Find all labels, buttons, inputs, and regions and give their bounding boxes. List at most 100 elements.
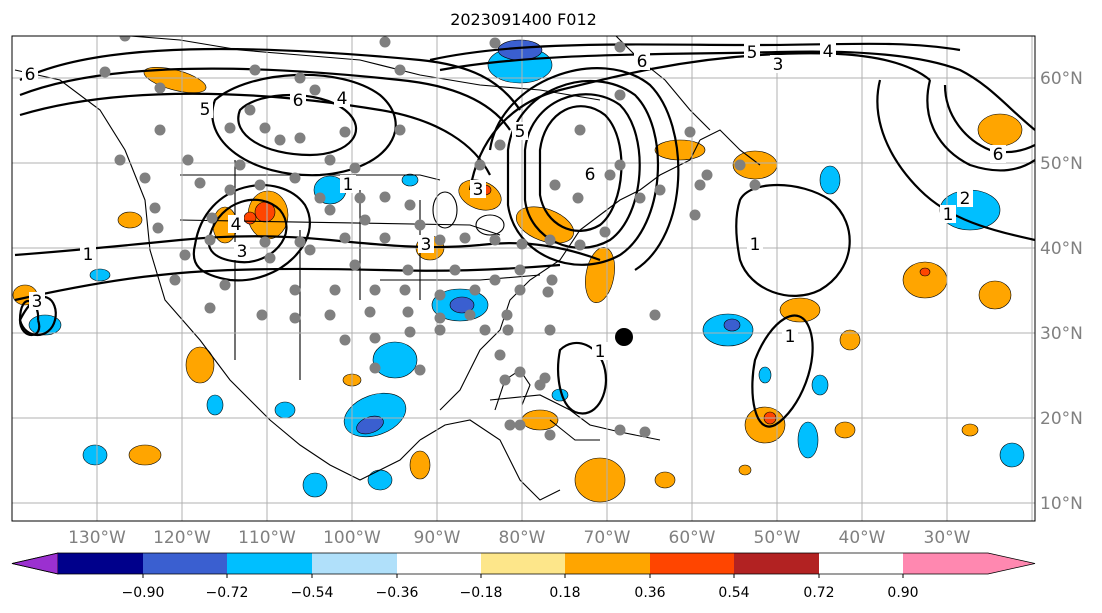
colorbar-tick-label: −0.90 (122, 585, 165, 601)
station-dot (359, 214, 371, 226)
contour-label-bg (747, 235, 763, 253)
station-dot (354, 192, 366, 204)
anomaly-blob (999, 442, 1025, 468)
longitude-label: 50°W (754, 528, 801, 548)
station-dot (414, 219, 426, 231)
contour-label: 6 (25, 65, 36, 85)
station-dot (154, 124, 166, 136)
contour-label: 1 (750, 235, 761, 255)
station-dot (154, 82, 166, 94)
station-dot (194, 177, 206, 189)
contour-line (14, 235, 601, 262)
station-dot (349, 259, 361, 271)
station-dot (324, 154, 336, 166)
station-dot (544, 429, 556, 441)
colorbar-segment (481, 553, 565, 574)
anomaly-blob (811, 374, 829, 396)
station-dot (224, 122, 236, 134)
station-dot (256, 309, 268, 321)
station-dot (694, 179, 706, 191)
station-dot (399, 284, 411, 296)
station-dot (204, 234, 216, 246)
station-dot (499, 374, 511, 386)
latitude-label: 20°N (1040, 409, 1083, 429)
anomaly-blob (839, 329, 861, 351)
anomaly-blob (28, 314, 62, 336)
colorbar-tick-label: −0.36 (376, 585, 419, 601)
station-dot (294, 236, 306, 248)
station-dot (379, 191, 391, 203)
station-dot (402, 264, 414, 276)
station-dot (574, 239, 586, 251)
station-dot (139, 172, 151, 184)
station-dot (234, 159, 246, 171)
station-dot (449, 264, 461, 276)
longitude-label: 110°W (238, 528, 296, 548)
coastline (380, 274, 541, 281)
contour-label-bg (80, 245, 96, 263)
contour-label-bg (340, 175, 356, 193)
station-dot (434, 289, 446, 301)
station-dot (614, 424, 626, 436)
station-dot (289, 312, 301, 324)
anomaly-blob (723, 318, 741, 332)
contour-line (751, 314, 814, 428)
station-dot (514, 284, 526, 296)
station-dot (701, 169, 713, 181)
station-dot (469, 284, 481, 296)
longitude-label: 90°W (414, 528, 461, 548)
anomaly-blob (89, 268, 111, 282)
contour-label-bg (770, 55, 786, 73)
contour-label-bg (512, 122, 528, 140)
colorbar-outline (11, 552, 1036, 575)
anomaly-blob (834, 421, 856, 439)
contour-label: 4 (823, 42, 834, 62)
station-dot (414, 364, 426, 376)
coastline (129, 36, 601, 101)
station-dot (459, 232, 471, 244)
station-dot (339, 334, 351, 346)
station-dot (434, 234, 446, 246)
station-dot (534, 379, 546, 391)
anomaly-blob (574, 457, 626, 503)
contour-label-bg (22, 65, 38, 83)
longitude-labels: 130°W 120°W 110°W 100°W 90°W 80°W 70°W 60°W 50°W… (68, 528, 971, 548)
station-dot (546, 274, 558, 286)
station-dot (264, 252, 276, 264)
latitude-label: 30°N (1040, 324, 1083, 344)
station-dot (379, 232, 391, 244)
station-dot (404, 199, 416, 211)
colorbar-segment (143, 553, 227, 574)
station-dot (244, 104, 256, 116)
station-dot (494, 349, 506, 361)
station-dot (149, 202, 161, 214)
station-dot (479, 324, 491, 336)
station-dot (574, 124, 586, 136)
anomaly-blob (797, 421, 819, 459)
colorbar-tick-label: 0.36 (634, 585, 665, 601)
contour-label: 1 (943, 205, 954, 225)
station-dot (339, 232, 351, 244)
station-dot (504, 419, 516, 431)
coastline (419, 419, 561, 501)
anomaly-blob (654, 471, 676, 489)
station-dot (734, 159, 746, 171)
station-dot (219, 279, 231, 291)
station-dot (689, 209, 701, 221)
coastline (699, 129, 761, 166)
contour-label-bg (820, 42, 836, 60)
station-dot (474, 159, 486, 171)
contour-line (506, 79, 659, 266)
contour-line (19, 67, 511, 131)
anomaly-fill-layer (12, 39, 1025, 503)
contour-label: 5 (747, 43, 758, 63)
station-dot (339, 126, 351, 138)
longitude-label: 100°W (323, 528, 381, 548)
contour-label-bg (470, 180, 486, 198)
station-dots (99, 36, 761, 441)
colorbar-extend-high (903, 553, 1035, 574)
colorbar-segment (650, 553, 734, 574)
station-dot (294, 132, 306, 144)
